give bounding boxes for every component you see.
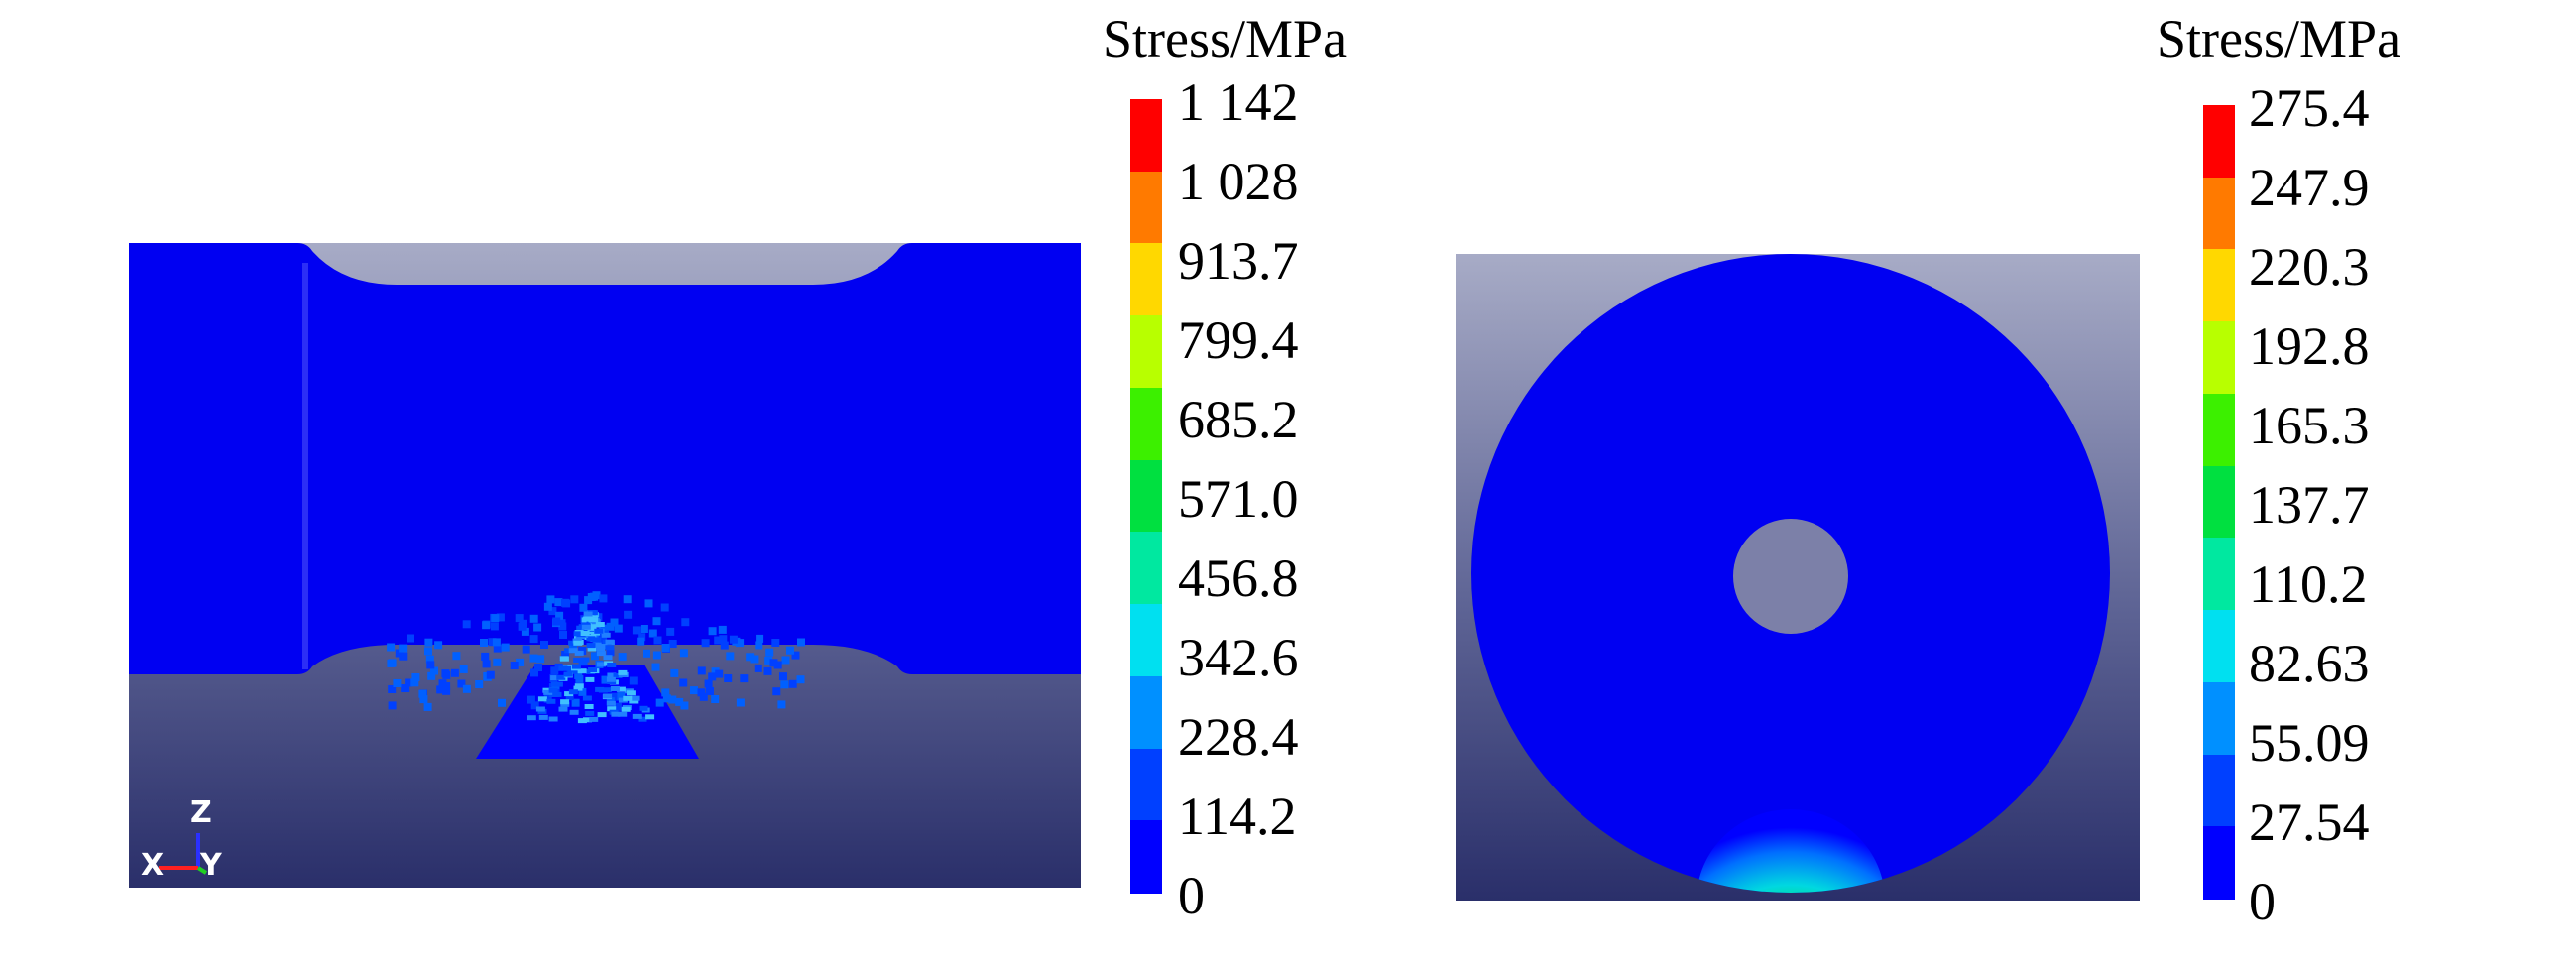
colorbar-segment <box>2203 826 2235 900</box>
colorbar-segment <box>2203 465 2235 540</box>
right-colorbar <box>2203 105 2235 900</box>
colorbar-segment <box>1130 171 1162 245</box>
legend-tick-label: 82.63 <box>2249 634 2370 693</box>
edge-shading <box>302 263 308 669</box>
center-hole <box>1733 519 1848 634</box>
colorbar-segment <box>1130 243 1162 317</box>
colorbar-segment <box>1130 315 1162 389</box>
legend-tick-label: 456.8 <box>1178 548 1299 608</box>
axis-z-label: Z <box>190 795 212 830</box>
left-colorbar <box>1130 99 1162 894</box>
legend-tick-label: 0 <box>1178 866 1205 925</box>
legend-tick-label: 165.3 <box>2249 396 2370 455</box>
right-legend-title: Stress/MPa <box>2157 9 2401 68</box>
legend-tick-label: 1 142 <box>1178 72 1299 132</box>
left-contour-plot: Z X Y <box>129 243 1081 888</box>
colorbar-segment <box>2203 393 2235 467</box>
roller-body <box>129 243 1081 674</box>
colorbar-segment <box>2203 754 2235 828</box>
legend-tick-label: 913.7 <box>1178 231 1299 291</box>
legend-tick-label: 110.2 <box>2249 554 2368 614</box>
legend-tick-label: 220.3 <box>2249 237 2370 297</box>
colorbar-segment <box>1130 748 1162 822</box>
legend-tick-label: 342.6 <box>1178 628 1299 687</box>
legend-tick-label: 685.2 <box>1178 390 1299 449</box>
colorbar-segment <box>1130 99 1162 173</box>
right-model-svg <box>1456 254 2140 901</box>
contact-hotspot <box>1697 809 1885 893</box>
colorbar-segment <box>2203 177 2235 251</box>
colorbar-segment <box>2203 249 2235 323</box>
legend-tick-label: 1 028 <box>1178 152 1299 211</box>
legend-tick-label: 192.8 <box>2249 316 2370 376</box>
coordinate-triad: Z X Y <box>129 793 248 883</box>
stress-cone <box>527 610 655 724</box>
legend-tick-label: 799.4 <box>1178 310 1299 370</box>
colorbar-segment <box>1130 459 1162 534</box>
left-model-svg <box>129 243 1081 888</box>
colorbar-segment <box>2203 538 2235 612</box>
colorbar-segment <box>1130 387 1162 461</box>
colorbar-segment <box>2203 105 2235 179</box>
legend-tick-label: 247.9 <box>2249 158 2370 217</box>
legend-tick-label: 55.09 <box>2249 713 2370 773</box>
axis-x-label: X <box>141 848 165 883</box>
left-legend-title: Stress/MPa <box>1103 9 1347 68</box>
colorbar-segment <box>1130 820 1162 894</box>
legend-tick-label: 137.7 <box>2249 475 2370 535</box>
colorbar-segment <box>1130 532 1162 606</box>
legend-tick-label: 114.2 <box>1178 786 1297 846</box>
colorbar-segment <box>2203 681 2235 756</box>
colorbar-segment <box>2203 610 2235 683</box>
legend-tick-label: 0 <box>2249 872 2276 931</box>
legend-tick-label: 27.54 <box>2249 792 2370 852</box>
legend-tick-label: 571.0 <box>1178 469 1299 529</box>
colorbar-segment <box>1130 604 1162 677</box>
right-contour-plot <box>1456 254 2140 901</box>
colorbar-segment <box>1130 675 1162 750</box>
colorbar-segment <box>2203 321 2235 395</box>
axis-y-label: Y <box>200 848 222 883</box>
legend-tick-label: 228.4 <box>1178 707 1299 767</box>
legend-tick-label: 275.4 <box>2249 78 2370 138</box>
